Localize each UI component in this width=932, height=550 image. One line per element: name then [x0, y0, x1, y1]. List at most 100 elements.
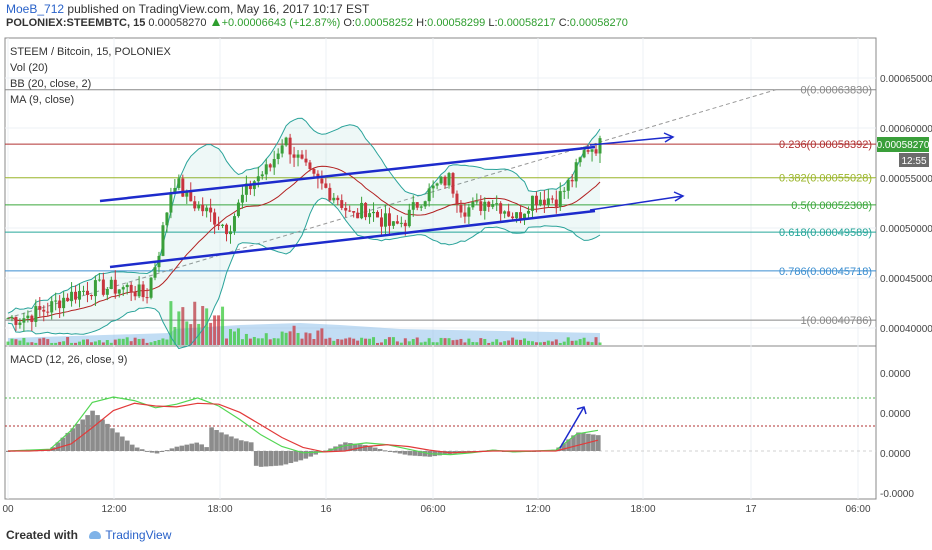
macd-histogram-bar [164, 450, 170, 452]
volume-bar [260, 338, 264, 345]
macd-histogram-bar [402, 451, 408, 455]
macd-histogram-bar [581, 433, 586, 451]
candle-body [455, 193, 459, 205]
candle-body [66, 297, 70, 302]
macd-histogram-bar [338, 444, 343, 451]
candle-body [205, 207, 209, 212]
price-tag [877, 137, 929, 152]
macd-pane [5, 396, 876, 467]
candle-body [554, 199, 558, 207]
volume-bar [264, 333, 268, 345]
x-tick-label: 06:00 [420, 504, 445, 515]
macd-histogram-bar [253, 451, 259, 466]
volume-bar [296, 332, 300, 345]
ma-line [7, 165, 601, 322]
macd-histogram-bar [283, 451, 289, 465]
macd-histogram-bar [442, 451, 447, 455]
high-label: H: [416, 17, 428, 29]
candle-body [272, 159, 276, 168]
volume-bar [439, 337, 443, 345]
volume-bar [185, 321, 189, 345]
volume-bar [34, 342, 38, 345]
candle-body [368, 213, 372, 218]
macd-histogram-bar [377, 448, 383, 451]
macd-histogram-bar [65, 432, 71, 451]
volume-bar [554, 339, 558, 345]
volume-bar [169, 301, 173, 345]
volume-bar [85, 339, 89, 345]
chart-svg[interactable]: 0(0.00063830) 0.236(0.00058392) 0.382(0.00… [0, 33, 932, 525]
macd-histogram-bar [224, 434, 229, 451]
volume-bar [348, 337, 352, 345]
fib-label: 0.382(0.00055028) [779, 173, 872, 185]
macd-histogram-bar [115, 432, 120, 451]
candle-body [165, 212, 169, 226]
volume-bar [352, 338, 356, 345]
candle-body [141, 284, 145, 298]
candle-body [113, 279, 117, 294]
macd-histogram-bar [372, 447, 378, 451]
close-label: C: [558, 17, 570, 29]
volume-bar [276, 338, 280, 345]
candle-body [530, 195, 534, 211]
macd-histogram-bar [303, 451, 309, 459]
macd-histogram-bar [278, 451, 284, 466]
candle-body [360, 202, 364, 219]
volume-bar [66, 337, 70, 345]
candle-body [423, 201, 427, 207]
author-link[interactable]: MoeB_712 [6, 2, 65, 16]
volume-bar [205, 308, 209, 345]
candle-body [578, 157, 582, 163]
macd-histogram-bar [229, 436, 234, 451]
candle-body [244, 183, 248, 195]
candle-body [376, 211, 380, 218]
macd-histogram-bar [367, 446, 373, 451]
fib-label: 0.786(0.00045718) [779, 266, 872, 278]
candle-body [105, 289, 109, 295]
volume-bar [586, 341, 590, 345]
candle-body [193, 201, 197, 209]
volume-bar [530, 341, 534, 345]
candle-body [586, 150, 590, 152]
candle-body [399, 222, 403, 224]
candle-body [526, 210, 530, 214]
volume-bar [519, 339, 523, 345]
candle-body [507, 211, 511, 217]
volume-bar [534, 342, 538, 345]
volume-bar [284, 332, 288, 345]
macd-histogram-bar [417, 451, 423, 457]
open-label: O: [343, 17, 355, 29]
volume-bar [217, 315, 221, 345]
candle-body [562, 190, 566, 192]
macd-histogram-bar [392, 451, 398, 453]
y-tick-label: 0.00040000 [880, 324, 932, 335]
volume-bar [395, 341, 399, 345]
macd-histogram-bar [243, 441, 249, 451]
candle-body [439, 176, 443, 184]
candle-body [280, 145, 284, 154]
candle-body [240, 194, 244, 203]
open-value: 0.00058252 [354, 17, 414, 29]
candle-body [109, 279, 113, 290]
volume-bar [332, 340, 336, 345]
candle-body [332, 197, 336, 201]
y-tick-label: 0.00060000 [880, 124, 932, 135]
macd-histogram-bar [566, 439, 571, 451]
volume-bar [447, 338, 451, 345]
volume-bar [181, 307, 185, 345]
x-tick-label: 17 [745, 504, 757, 515]
tradingview-link[interactable]: TradingView [105, 528, 172, 542]
volume-bar [133, 337, 137, 345]
candle-body [459, 204, 463, 213]
volume-bar [455, 339, 459, 345]
volume-bar [463, 342, 467, 345]
candle-body [471, 202, 475, 208]
volume-bar [435, 342, 439, 345]
volume-bar [320, 328, 324, 345]
candle-body [372, 211, 376, 214]
macd-histogram-bar [397, 451, 403, 454]
macd-histogram-bar [576, 432, 581, 451]
macd-histogram-bar [348, 443, 353, 451]
volume-bar [304, 332, 308, 345]
candle-body [189, 190, 193, 202]
